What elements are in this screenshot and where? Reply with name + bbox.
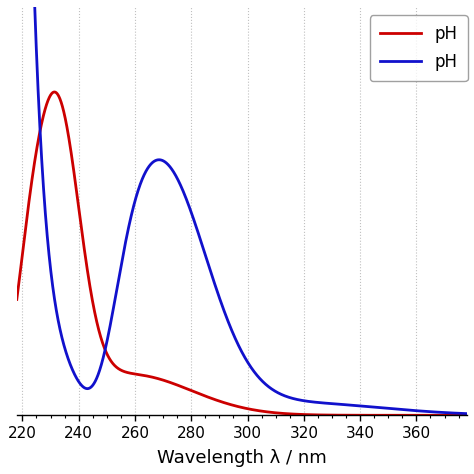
Line: pH: pH	[17, 0, 473, 414]
pH	[66, 358, 72, 364]
Legend: pH, pH: pH, pH	[370, 15, 468, 81]
pH	[412, 412, 418, 418]
pH	[66, 136, 72, 141]
pH	[189, 388, 195, 393]
Line: pH: pH	[17, 92, 473, 415]
pH	[209, 395, 214, 401]
pH	[93, 316, 99, 321]
pH	[189, 210, 194, 216]
pH	[470, 412, 474, 418]
pH	[14, 297, 19, 302]
pH	[470, 411, 474, 417]
pH	[93, 377, 99, 383]
pH	[461, 412, 467, 418]
pH	[52, 89, 57, 95]
X-axis label: Wavelength λ / nm: Wavelength λ / nm	[157, 449, 327, 467]
pH	[412, 408, 418, 413]
pH	[209, 271, 214, 277]
pH	[461, 410, 466, 416]
